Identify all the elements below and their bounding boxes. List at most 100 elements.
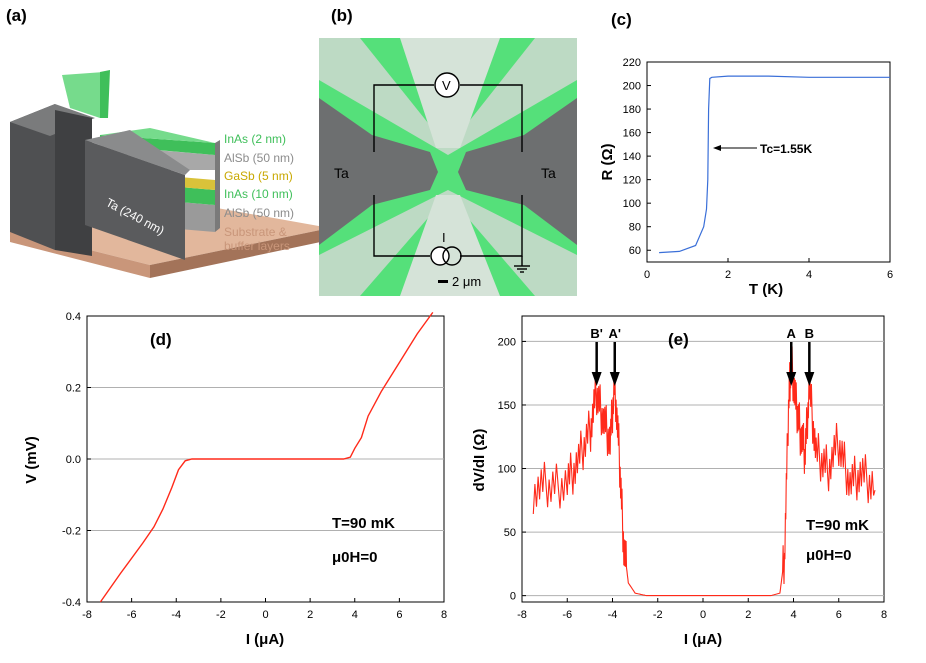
chart-e-ylabel: dV/dI (Ω) [471,429,488,492]
chart-e: -8 -6 -4 -2 0 2 4 6 8 0 50 100 150 200 B' A' A B T=90 mK… [471,315,887,648]
ta-left-label: Ta [334,165,349,181]
chart-c-arrow-head [713,145,721,151]
chart-d-ylabel: V (mV) [23,436,40,484]
panel-a-illustration: Ta (240 nm) InAs (2 nm) AlSb (50 nm) GaS… [10,70,330,278]
layer-label-alsb-lower: AlSb (50 nm) [224,206,294,220]
current-label: I [442,230,446,245]
chart-d-xtick-label: -8 [82,609,92,621]
chart-c-ticks: 0 2 4 6 60 80 100 120 140 160 180 200 220 [623,57,893,281]
chart-d-annotation-field: μ0H=0 [332,549,377,566]
chart-e-xtick-label: -4 [608,609,618,621]
chart-e-marker-label: B' [590,326,602,341]
chart-c-xtick-label: 4 [806,269,812,281]
chart-c-ylabel: R (Ω) [599,143,616,180]
panel-b-micrograph: V I Ta Ta 2 μm [319,38,577,296]
chart-c-series-line [659,75,890,254]
chart-d-ytick-label: 0.2 [66,383,81,395]
ta-pad-right [458,98,577,245]
chart-e-xtick-label: 4 [790,609,796,621]
panel-label-b: (b) [331,6,353,25]
chart-c: 0 2 4 6 60 80 100 120 140 160 180 200 220 Tc=1.55K T… [599,57,893,298]
chart-e-annotation-field: μ0H=0 [806,547,851,564]
chart-e-ytick-label: 150 [498,400,516,412]
measurement-circuit [373,72,530,273]
chart-d-ticks: -8 -6 -4 -2 0 2 4 6 8 -0.4 -0.2 0.0 0.2 0.4 [62,311,447,621]
chart-d-ytick-label: -0.2 [62,526,81,538]
chart-e-marker-arrow-head [591,372,602,386]
chart-c-ytick-label: 160 [623,128,641,140]
chart-d-ytick-label: 0.4 [66,311,81,323]
chart-e-marker-arrow-head [804,372,815,386]
chart-c-xlabel: T (K) [749,281,783,298]
ta-right-label: Ta [541,165,556,181]
chart-d-xtick-label: 0 [262,609,268,621]
layer-label-inas-10: InAs (10 nm) [224,187,293,201]
chart-e-xtick-label: 0 [700,609,706,621]
chart-e-ticks: -8 -6 -4 -2 0 2 4 6 8 0 50 100 150 200 [498,336,887,621]
chart-d: -8 -6 -4 -2 0 2 4 6 8 -0.4 -0.2 0.0 0.2 0.4 T=90 mK μ… [23,311,447,648]
voltmeter-label: V [442,78,451,93]
ta-pad-left [319,98,438,245]
chart-e-series-line [532,344,876,597]
chart-e-xtick-label: -8 [517,609,527,621]
chart-e-ytick-label: 50 [504,527,516,539]
ta-left-side [55,110,92,256]
ta-right-front [85,140,185,260]
chart-c-xtick-label: 0 [644,269,650,281]
chart-c-ytick-label: 100 [623,198,641,210]
ta-right-top [85,130,190,175]
chart-d-ytick-label: -0.4 [62,597,81,609]
lead-bottom-left [319,190,448,296]
chart-c-ytick-label: 220 [623,57,641,69]
chart-c-ytick-label: 120 [623,175,641,187]
layer-label-substrate: Substrate & [224,225,287,239]
chart-d-xtick-label: 8 [441,609,447,621]
chart-d-xtick-label: 4 [352,609,358,621]
mesa-bottom [400,195,500,296]
chart-e-ytick-label: 0 [510,591,516,603]
chart-e-xtick-label: 6 [836,609,842,621]
chart-e-marker-label: A' [609,326,621,341]
lead-top-left [319,38,448,155]
chart-e-xtick-label: 2 [745,609,751,621]
mesa-fin-side [100,70,110,118]
chart-e-marker-arrow-head [609,372,620,386]
chart-e-annotation-temp: T=90 mK [806,517,869,534]
lead-bottom-right [448,190,577,296]
voltmeter-symbol [434,72,460,98]
chart-e-ytick-label: 100 [498,464,516,476]
junction-gap [440,158,456,186]
chart-e-xlabel: I (μA) [684,631,722,648]
panel-label-a: (a) [6,6,27,25]
chart-e-marker-label: A [787,326,797,341]
chart-c-xtick-label: 2 [725,269,731,281]
layer-label-alsb-upper: AlSb (50 nm) [224,151,294,165]
chart-c-ytick-label: 60 [629,245,641,257]
chart-d-xtick-label: -6 [127,609,137,621]
panel-label-d: (d) [150,330,172,349]
voltage-lead-left [373,84,434,152]
chart-e-xtick-label: 8 [881,609,887,621]
chart-e-xtick-label: -6 [562,609,572,621]
chart-e-ytick-label: 200 [498,336,516,348]
scale-bar-label: 2 μm [452,274,481,289]
chart-d-xtick-label: 6 [396,609,402,621]
chart-c-xtick-label: 6 [887,269,893,281]
chart-d-annotation-temp: T=90 mK [332,515,395,532]
chart-c-ytick-label: 200 [623,81,641,93]
stack-right [215,140,220,232]
current-lead-left [373,195,430,257]
voltage-lead-right [460,84,523,152]
layer-label-buffer: buffer layers [224,239,290,253]
ta-left-front [10,104,55,250]
current-source-right-ring [442,246,462,266]
layer-label-inas-2: InAs (2 nm) [224,132,286,146]
chart-d-xlabel: I (μA) [246,631,284,648]
panel-label-e: (e) [668,330,689,349]
scale-bar [438,280,448,283]
substrate-right [150,228,330,278]
layer-label-gasb: GaSb (5 nm) [224,169,293,183]
chart-d-xtick-label: -2 [216,609,226,621]
chart-c-ytick-label: 180 [623,104,641,116]
